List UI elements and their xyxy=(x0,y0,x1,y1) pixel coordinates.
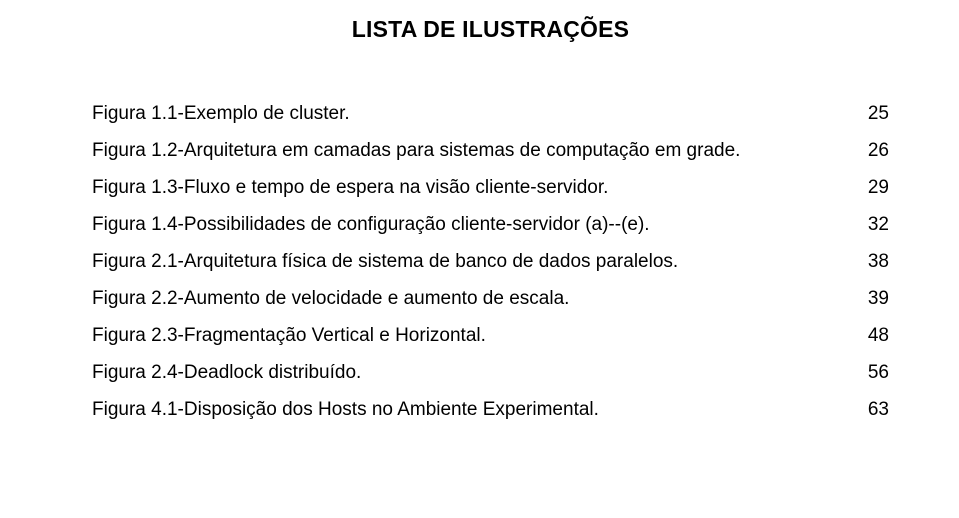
toc-entry-page: 26 xyxy=(868,132,889,169)
document-page: LISTA DE ILUSTRAÇÕES Figura 1.1-Exemplo … xyxy=(0,0,959,428)
toc-entry-label: Figura 1.3-Fluxo e tempo de espera na vi… xyxy=(92,169,608,206)
toc-entry-label: Figura 2.3-Fragmentação Vertical e Horiz… xyxy=(92,317,486,354)
toc-entry-label: Figura 2.4-Deadlock distribuído. xyxy=(92,354,361,391)
toc-entry-page: 25 xyxy=(868,95,889,132)
toc-entry-label: Figura 1.2-Arquitetura em camadas para s… xyxy=(92,132,740,169)
toc-entry-label: Figura 1.4-Possibilidades de configuraçã… xyxy=(92,206,650,243)
toc-entry-page: 39 xyxy=(868,280,889,317)
toc-entry: Figura 2.3-Fragmentação Vertical e Horiz… xyxy=(92,317,889,354)
toc-entry: Figura 2.2-Aumento de velocidade e aumen… xyxy=(92,280,889,317)
toc-entry-label: Figura 2.1-Arquitetura física de sistema… xyxy=(92,243,678,280)
toc-entry: Figura 2.4-Deadlock distribuído. 56 xyxy=(92,354,889,391)
toc-entry: Figura 1.4-Possibilidades de configuraçã… xyxy=(92,206,889,243)
toc-entry-page: 56 xyxy=(868,354,889,391)
toc-entry: Figura 2.1-Arquitetura física de sistema… xyxy=(92,243,889,280)
page-title: LISTA DE ILUSTRAÇÕES xyxy=(92,16,889,43)
toc-entry-label: Figura 4.1-Disposição dos Hosts no Ambie… xyxy=(92,391,599,428)
toc-entry-page: 63 xyxy=(868,391,889,428)
toc-entry: Figura 1.1-Exemplo de cluster. 25 xyxy=(92,95,889,132)
toc-entry: Figura 1.3-Fluxo e tempo de espera na vi… xyxy=(92,169,889,206)
toc-entry: Figura 1.2-Arquitetura em camadas para s… xyxy=(92,132,889,169)
toc-entry-label: Figura 1.1-Exemplo de cluster. xyxy=(92,95,350,132)
toc-entry: Figura 4.1-Disposição dos Hosts no Ambie… xyxy=(92,391,889,428)
toc-entry-page: 32 xyxy=(868,206,889,243)
toc-entry-page: 29 xyxy=(868,169,889,206)
toc-entry-label: Figura 2.2-Aumento de velocidade e aumen… xyxy=(92,280,569,317)
toc-entry-page: 48 xyxy=(868,317,889,354)
toc-entry-page: 38 xyxy=(868,243,889,280)
